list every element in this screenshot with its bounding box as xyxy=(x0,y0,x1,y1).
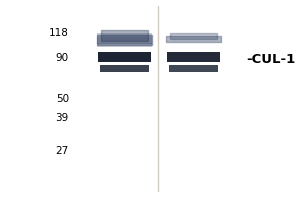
FancyBboxPatch shape xyxy=(97,33,152,37)
FancyBboxPatch shape xyxy=(169,65,218,72)
Text: -CUL-1: -CUL-1 xyxy=(246,53,296,66)
Text: 39: 39 xyxy=(56,113,69,123)
Text: 118: 118 xyxy=(49,28,69,38)
FancyBboxPatch shape xyxy=(97,37,152,44)
FancyBboxPatch shape xyxy=(98,52,151,62)
FancyBboxPatch shape xyxy=(97,43,152,47)
Text: 50: 50 xyxy=(56,94,69,104)
FancyBboxPatch shape xyxy=(100,65,149,72)
Text: 90: 90 xyxy=(56,53,69,63)
Text: 27: 27 xyxy=(56,146,69,156)
FancyBboxPatch shape xyxy=(167,52,220,62)
